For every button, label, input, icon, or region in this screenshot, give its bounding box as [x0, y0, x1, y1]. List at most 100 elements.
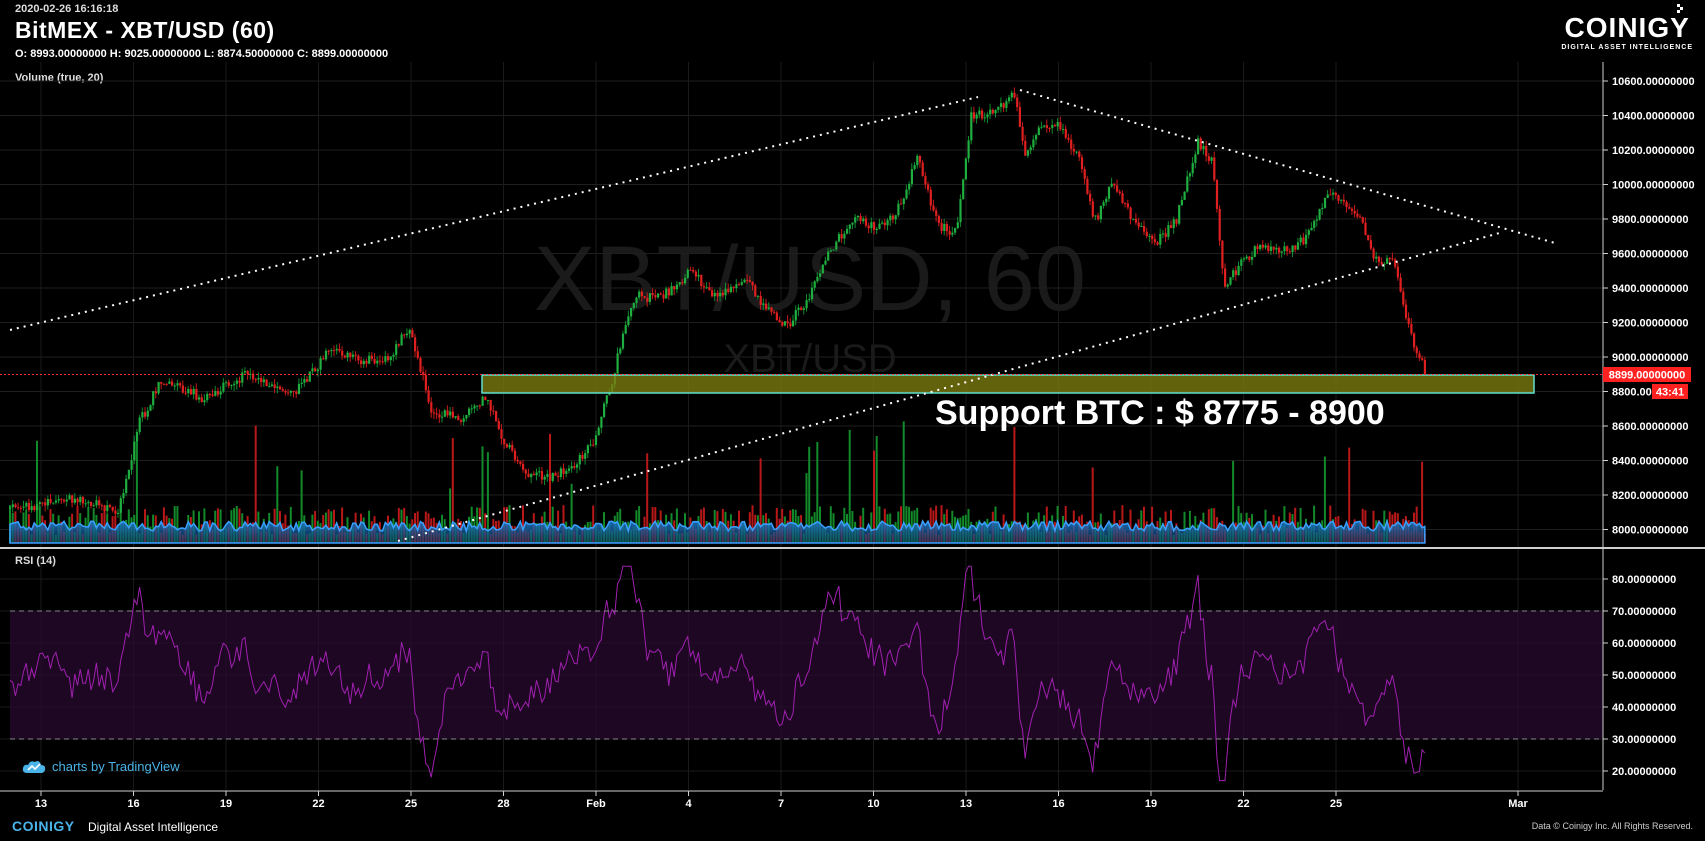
candle-body — [111, 506, 114, 511]
tradingview-credit[interactable]: charts by TradingView — [22, 759, 180, 774]
candle-body — [1407, 317, 1410, 324]
candle-body — [1348, 207, 1351, 209]
volume-bar — [127, 509, 130, 543]
time-tick-label: 19 — [1145, 798, 1157, 810]
footer-logo: COINIGY — [12, 818, 75, 834]
volume-bar — [152, 514, 155, 543]
candle-body — [373, 358, 376, 364]
candle-body — [432, 412, 436, 414]
support-zone[interactable] — [481, 374, 1535, 394]
candle-body — [638, 291, 641, 298]
candle-body — [940, 222, 943, 232]
candle-body — [902, 198, 905, 205]
candle-body — [1296, 242, 1300, 250]
candle-body — [1129, 207, 1132, 220]
time-tick-label: 25 — [1330, 798, 1342, 810]
candle-body — [505, 444, 508, 448]
candle-body — [1423, 359, 1426, 376]
candle-body — [179, 383, 182, 386]
volume-bar — [619, 508, 622, 543]
rsi-tick-label: 50.00000000 — [1612, 670, 1676, 682]
candle-body — [1272, 246, 1275, 250]
candle-body — [840, 234, 843, 239]
candle-body — [316, 369, 319, 372]
candle-body — [962, 179, 965, 200]
candle-body — [1002, 103, 1005, 108]
candle-body — [446, 410, 449, 416]
candle-body — [1278, 247, 1281, 253]
volume-bar — [902, 421, 905, 543]
volume-bar — [929, 507, 932, 543]
candle-body — [365, 360, 368, 364]
candle-body — [535, 472, 538, 476]
candle-body — [63, 499, 66, 502]
candle-body — [1329, 194, 1332, 196]
candle-body — [424, 375, 427, 391]
candle-body — [937, 215, 940, 223]
upper-trendline[interactable] — [9, 96, 979, 331]
candle-body — [846, 228, 849, 234]
candle-body — [775, 312, 778, 321]
candle-body — [783, 321, 787, 326]
candle-body — [1183, 191, 1186, 200]
candle-body — [797, 307, 800, 311]
candle-body — [565, 470, 568, 474]
price-tick-label: 10400.00000000 — [1612, 111, 1695, 123]
candle-body — [546, 474, 549, 477]
candle-body — [246, 371, 249, 375]
candle-body — [900, 203, 903, 205]
candle-body — [843, 233, 846, 239]
candle-body — [14, 504, 17, 508]
candle-body — [405, 333, 409, 336]
candle-body — [848, 224, 851, 229]
candle-body — [1413, 333, 1416, 348]
candle-body — [511, 444, 514, 451]
volume-bar — [873, 450, 875, 543]
candle-body — [1021, 126, 1024, 141]
candle-body — [1305, 234, 1308, 245]
candle-body — [567, 468, 571, 471]
volume-bar — [87, 507, 90, 543]
candle-body — [738, 284, 741, 286]
candle-body — [92, 505, 95, 507]
candle-body — [1113, 183, 1116, 186]
candle-body — [1172, 219, 1175, 229]
candle-body — [1202, 146, 1205, 150]
candle-body — [554, 472, 557, 476]
candle-body — [181, 385, 184, 393]
candle-body — [1286, 246, 1289, 252]
rsi-indicator-label[interactable]: RSI (14) — [15, 555, 56, 567]
candle-body — [929, 189, 932, 206]
candle-body — [1383, 263, 1386, 265]
candle-body — [808, 299, 811, 301]
candle-body — [486, 400, 490, 402]
volume-bar — [570, 483, 573, 543]
candle-body — [454, 416, 457, 418]
candle-body — [1288, 251, 1291, 253]
candle-body — [403, 334, 406, 336]
rsi-tick-label: 80.00000000 — [1612, 574, 1676, 586]
candle-body — [281, 389, 284, 391]
candle-body — [1234, 270, 1237, 276]
volume-bar — [1364, 510, 1367, 543]
candle-body — [689, 269, 692, 271]
candle-body — [651, 293, 654, 296]
candle-body — [559, 468, 562, 478]
candle-body — [562, 468, 565, 474]
descending-trendline[interactable] — [1019, 89, 1556, 244]
candle-body — [149, 405, 152, 411]
candle-body — [11, 504, 14, 508]
candle-body — [233, 383, 236, 386]
candle-body — [497, 420, 500, 430]
candle-body — [60, 499, 63, 501]
tradingview-label: charts by TradingView — [52, 759, 180, 774]
candle-body — [44, 502, 47, 506]
volume-bar — [1323, 456, 1326, 543]
candle-body — [867, 225, 870, 229]
candle-body — [1191, 162, 1194, 174]
candle-body — [397, 344, 400, 346]
candle-body — [1218, 208, 1221, 241]
candle-body — [108, 505, 112, 507]
time-tick-label: Feb — [586, 798, 606, 810]
